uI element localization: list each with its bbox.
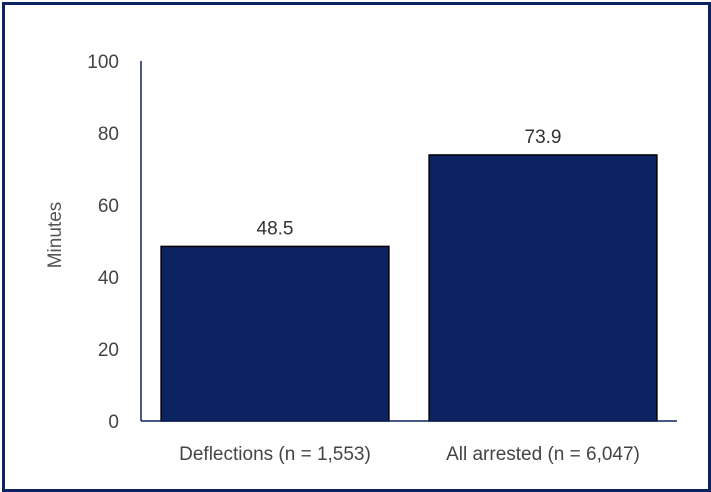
x-category-label: All arrested (n = 6,047) (446, 444, 640, 465)
y-axis-ticks: 0 20 40 60 80 100 (87, 52, 119, 433)
y-tick-label: 80 (98, 124, 119, 145)
y-tick-label: 40 (98, 268, 119, 289)
y-tick-label: 100 (87, 52, 119, 73)
x-axis-labels: Deflections (n = 1,553) All arrested (n =… (179, 444, 640, 465)
x-category-label: Deflections (n = 1,553) (179, 444, 371, 465)
bar-chart: Minutes 0 20 40 60 80 100 48.5 73.9 Deflection… (45, 52, 677, 465)
bar-value-label: 48.5 (257, 218, 294, 239)
y-axis-title: Minutes (45, 202, 66, 269)
y-tick-label: 60 (98, 196, 119, 217)
bar (428, 154, 658, 422)
bar-value-label: 73.9 (525, 127, 562, 148)
bars: 48.5 73.9 (160, 127, 658, 422)
y-tick-label: 0 (108, 412, 119, 433)
y-tick-label: 20 (98, 340, 119, 361)
bar (160, 245, 390, 422)
